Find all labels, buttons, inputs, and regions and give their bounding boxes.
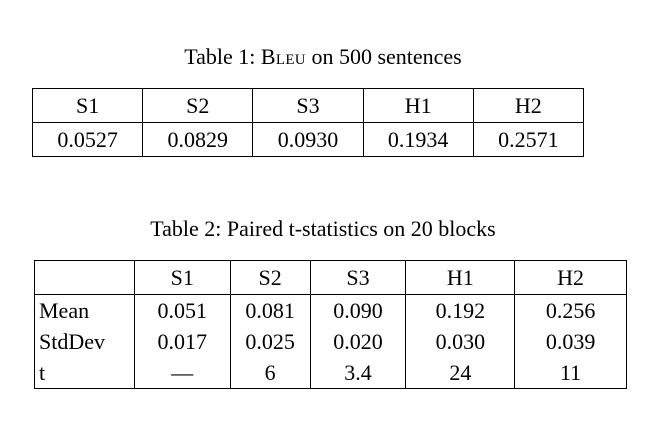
table2-cell: 24 <box>405 357 516 389</box>
table2-row-label: Mean <box>34 294 135 326</box>
table2-cell: 6 <box>229 357 311 389</box>
table2-header-cell: H1 <box>405 260 516 295</box>
table2-cell: 11 <box>514 357 627 389</box>
table1-value-cell: 0.0829 <box>142 122 254 157</box>
table1-value-cell: 0.0930 <box>252 122 364 157</box>
table2-caption: Table 2: Paired t-statistics on 20 block… <box>150 216 496 241</box>
table2-header-cell: S1 <box>133 260 231 295</box>
table1-header-cell: S1 <box>31 88 144 123</box>
table2-header-row: S1 S2 S3 H1 H2 <box>34 260 627 295</box>
table2-row-label: StdDev <box>34 326 135 357</box>
table2-header-cell <box>34 260 135 295</box>
table2-row-t: t — 6 3.4 24 11 <box>34 357 627 389</box>
table1-value-row: 0.0527 0.0829 0.0930 0.1934 0.2571 <box>31 122 585 157</box>
table2-cell: — <box>133 357 231 389</box>
table2-cell: 0.020 <box>309 326 407 357</box>
table1-value-cell: 0.0527 <box>31 122 144 157</box>
table2-cell: 0.039 <box>514 326 627 357</box>
table2-cell: 0.090 <box>309 294 407 326</box>
table1-caption-suffix: on 500 sentences <box>305 44 462 69</box>
table1-value-cell: 0.1934 <box>362 122 474 157</box>
table1-bleu: S1 S2 S3 H1 H2 0.0527 0.0829 0.0930 0.19… <box>31 88 585 157</box>
table2-cell: 0.030 <box>405 326 516 357</box>
table1-header-cell: S3 <box>252 88 364 123</box>
table1-header-cell: H2 <box>472 88 585 123</box>
table2-row-stddev: StdDev 0.017 0.025 0.020 0.030 0.039 <box>34 326 627 357</box>
table2-row-label: t <box>34 357 135 389</box>
table2-header-cell: H2 <box>514 260 627 295</box>
table1-caption-metric: Bleu <box>260 44 306 69</box>
table1-header-cell: S2 <box>142 88 254 123</box>
table2-row-mean: Mean 0.051 0.081 0.090 0.192 0.256 <box>34 294 627 326</box>
table2-cell: 0.017 <box>133 326 231 357</box>
table1-header-row: S1 S2 S3 H1 H2 <box>31 88 585 123</box>
table1-caption-prefix: Table 1: <box>184 44 261 69</box>
table2-t-statistics: S1 S2 S3 H1 H2 Mean 0.051 0.081 0.090 0.… <box>34 260 627 389</box>
table2-header-cell: S2 <box>229 260 311 295</box>
table2-cell: 0.025 <box>229 326 311 357</box>
table2-cell: 0.081 <box>229 294 311 326</box>
table2-cell: 3.4 <box>309 357 407 389</box>
table1-value-cell: 0.2571 <box>472 122 585 157</box>
table2-cell: 0.051 <box>133 294 231 326</box>
table2-cell: 0.192 <box>405 294 516 326</box>
table1-header-cell: H1 <box>362 88 474 123</box>
table2-header-cell: S3 <box>309 260 407 295</box>
table1-caption: Table 1: Bleu on 500 sentences <box>0 44 646 70</box>
table2-cell: 0.256 <box>514 294 627 326</box>
